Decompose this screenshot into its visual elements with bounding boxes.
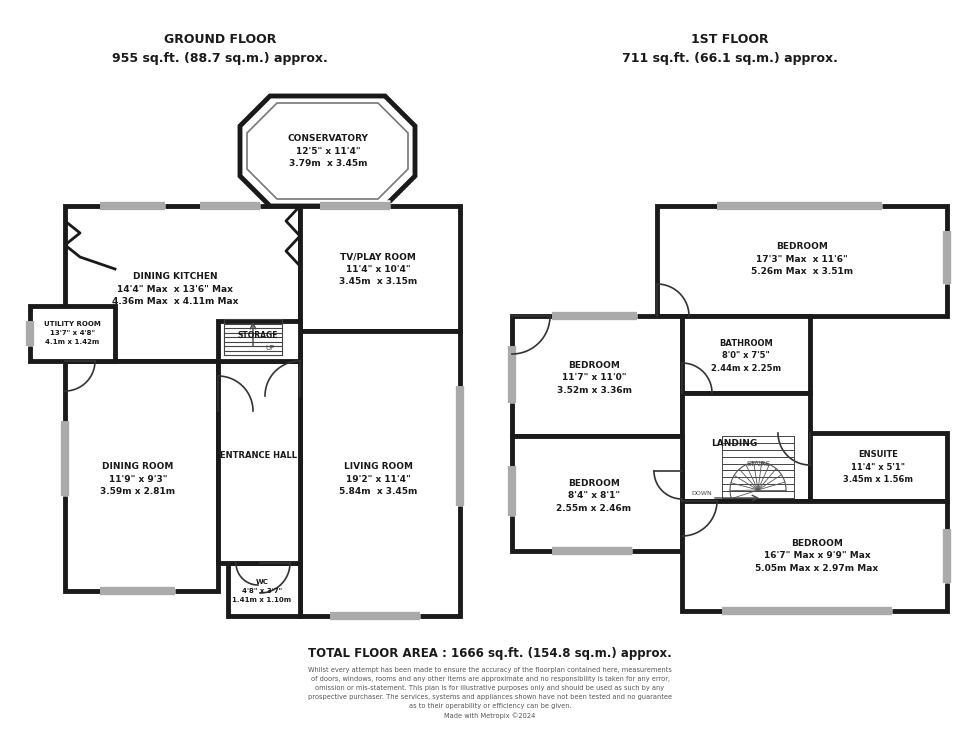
Polygon shape [682,393,810,501]
Polygon shape [65,206,300,361]
Text: BEDROOM
16'7" Max x 9'9" Max
5.05m Max x 2.97m Max: BEDROOM 16'7" Max x 9'9" Max 5.05m Max x… [756,539,878,573]
Text: LANDING: LANDING [710,439,758,448]
Text: STORAGE: STORAGE [238,331,278,340]
Polygon shape [512,316,682,436]
Polygon shape [300,206,460,331]
Text: 1ST FLOOR
711 sq.ft. (66.1 sq.m.) approx.: 1ST FLOOR 711 sq.ft. (66.1 sq.m.) approx… [622,33,838,65]
Text: STAIRS: STAIRS [746,461,770,467]
Text: BEDROOM
8'4" x 8'1"
2.55m x 2.46m: BEDROOM 8'4" x 8'1" 2.55m x 2.46m [557,479,631,513]
Text: CONSERVATORY
12'5" x 11'4"
3.79m  x 3.45m: CONSERVATORY 12'5" x 11'4" 3.79m x 3.45m [287,134,368,168]
Polygon shape [512,436,682,551]
Text: BEDROOM
11'7" x 11'0"
3.52m x 3.36m: BEDROOM 11'7" x 11'0" 3.52m x 3.36m [557,361,631,395]
Polygon shape [240,96,415,206]
Polygon shape [218,321,300,361]
Polygon shape [657,206,947,316]
Text: ENSUITE
11'4" x 5'1"
3.45m x 1.56m: ENSUITE 11'4" x 5'1" 3.45m x 1.56m [843,450,913,484]
Text: UP: UP [265,345,274,351]
Text: UTILITY ROOM
13'7" x 4'8"
4.1m x 1.42m: UTILITY ROOM 13'7" x 4'8" 4.1m x 1.42m [44,321,100,345]
Polygon shape [30,306,115,361]
Text: DINING ROOM
11'9" x 9'3"
3.59m x 2.81m: DINING ROOM 11'9" x 9'3" 3.59m x 2.81m [100,462,175,496]
Polygon shape [682,316,810,393]
Polygon shape [65,361,218,591]
Text: ENTRANCE HALL: ENTRANCE HALL [220,451,297,460]
Polygon shape [682,501,947,611]
Text: TOTAL FLOOR AREA : 1666 sq.ft. (154.8 sq.m.) approx.: TOTAL FLOOR AREA : 1666 sq.ft. (154.8 sq… [308,647,672,660]
Text: TV/PLAY ROOM
11'4" x 10'4"
3.45m  x 3.15m: TV/PLAY ROOM 11'4" x 10'4" 3.45m x 3.15m [339,252,417,286]
Text: DINING KITCHEN
14'4" Max  x 13'6" Max
4.36m Max  x 4.11m Max: DINING KITCHEN 14'4" Max x 13'6" Max 4.3… [112,272,238,306]
Polygon shape [218,361,300,563]
Polygon shape [228,563,300,616]
Text: WC
4'8" x 3'7"
1.41m x 1.10m: WC 4'8" x 3'7" 1.41m x 1.10m [232,580,292,602]
Polygon shape [810,433,947,501]
Text: LIVING ROOM
19'2" x 11'4"
5.84m  x 3.45m: LIVING ROOM 19'2" x 11'4" 5.84m x 3.45m [339,462,417,496]
Text: DOWN: DOWN [691,491,712,496]
Text: BEDROOM
17'3" Max  x 11'6"
5.26m Max  x 3.51m: BEDROOM 17'3" Max x 11'6" 5.26m Max x 3.… [751,242,853,276]
Text: GROUND FLOOR
955 sq.ft. (88.7 sq.m.) approx.: GROUND FLOOR 955 sq.ft. (88.7 sq.m.) app… [112,33,328,65]
Text: Whilst every attempt has been made to ensure the accuracy of the floorplan conta: Whilst every attempt has been made to en… [308,667,672,719]
Text: BATHROOM
8'0" x 7'5"
2.44m x 2.25m: BATHROOM 8'0" x 7'5" 2.44m x 2.25m [710,339,781,373]
Polygon shape [300,331,460,616]
